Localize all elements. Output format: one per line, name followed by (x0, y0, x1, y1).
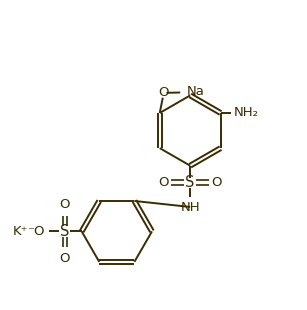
Text: O: O (158, 86, 169, 99)
Text: O: O (159, 176, 169, 189)
Text: O: O (211, 176, 222, 189)
Text: O: O (60, 252, 70, 265)
Text: S: S (60, 224, 70, 239)
Text: ⁻O: ⁻O (27, 225, 45, 238)
Text: Na: Na (186, 85, 204, 98)
Text: NH: NH (180, 202, 200, 215)
Text: O: O (60, 198, 70, 211)
Text: K⁺: K⁺ (13, 225, 29, 238)
Text: S: S (185, 175, 195, 190)
Text: NH₂: NH₂ (234, 106, 259, 119)
